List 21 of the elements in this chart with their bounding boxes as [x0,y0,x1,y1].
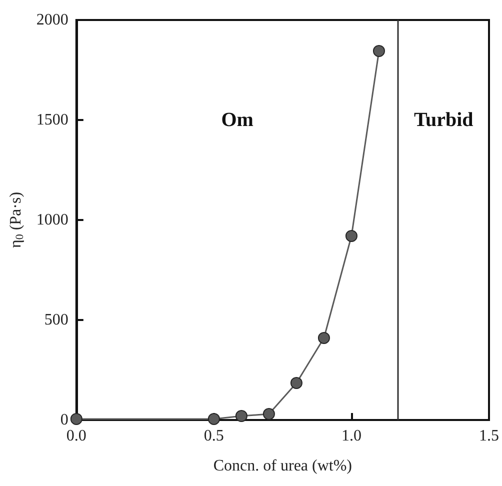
annotation: Turbid [414,109,474,131]
x-axis-title: Concn. of urea (wt%) [213,458,352,474]
point [70,413,82,425]
point [372,45,385,57]
x-tick-label: 0.5 [204,428,224,444]
point [290,377,302,389]
y-tick-label: 500 [44,312,68,328]
point [208,413,220,425]
y-tick-label: 2000 [36,12,68,28]
y-tick-label: 0 [60,412,68,428]
x-tick-label: 1.0 [341,428,362,444]
point [345,230,358,242]
point [235,410,248,422]
y-axis-title: η0 (Pa·s) [8,192,26,248]
y-tick-label: 1000 [36,212,68,228]
point [262,408,275,420]
point [318,332,330,344]
x-tick-label: 0.0 [66,428,86,444]
y-tick-label: 1500 [36,112,68,128]
annotation: Om [221,109,254,131]
x-tick-label: 1.5 [479,428,499,444]
